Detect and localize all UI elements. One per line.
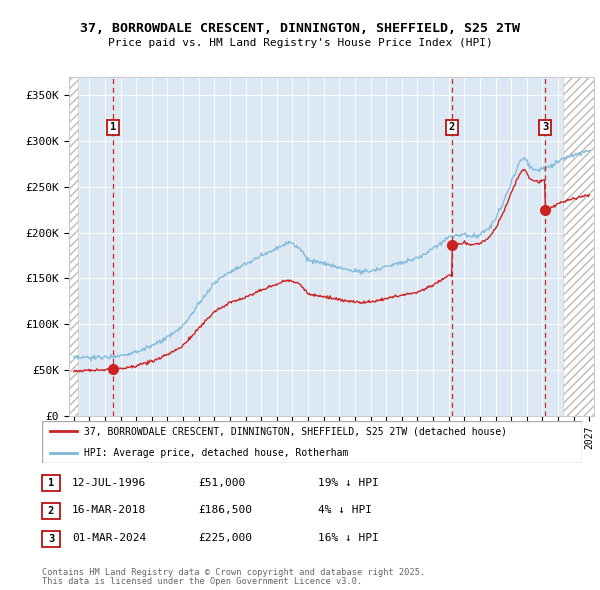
Text: 01-MAR-2024: 01-MAR-2024: [72, 533, 146, 543]
Text: 37, BORROWDALE CRESCENT, DINNINGTON, SHEFFIELD, S25 2TW (detached house): 37, BORROWDALE CRESCENT, DINNINGTON, SHE…: [84, 427, 507, 436]
Text: £225,000: £225,000: [198, 533, 252, 543]
Text: Contains HM Land Registry data © Crown copyright and database right 2025.: Contains HM Land Registry data © Crown c…: [42, 568, 425, 576]
Text: 2: 2: [48, 506, 54, 516]
FancyBboxPatch shape: [42, 476, 60, 491]
Text: 16% ↓ HPI: 16% ↓ HPI: [318, 533, 379, 543]
FancyBboxPatch shape: [42, 503, 60, 519]
Text: 4% ↓ HPI: 4% ↓ HPI: [318, 506, 372, 515]
Text: 37, BORROWDALE CRESCENT, DINNINGTON, SHEFFIELD, S25 2TW: 37, BORROWDALE CRESCENT, DINNINGTON, SHE…: [80, 22, 520, 35]
Text: Price paid vs. HM Land Registry's House Price Index (HPI): Price paid vs. HM Land Registry's House …: [107, 38, 493, 48]
Text: £51,000: £51,000: [198, 478, 245, 487]
Text: 19% ↓ HPI: 19% ↓ HPI: [318, 478, 379, 487]
FancyBboxPatch shape: [42, 531, 60, 546]
Text: HPI: Average price, detached house, Rotherham: HPI: Average price, detached house, Roth…: [84, 448, 349, 457]
FancyBboxPatch shape: [42, 421, 582, 463]
Text: 2: 2: [449, 122, 455, 132]
Text: 1: 1: [110, 122, 116, 132]
Text: 16-MAR-2018: 16-MAR-2018: [72, 506, 146, 515]
Text: 3: 3: [542, 122, 548, 132]
Text: 12-JUL-1996: 12-JUL-1996: [72, 478, 146, 487]
Text: 3: 3: [48, 534, 54, 543]
Text: 1: 1: [48, 478, 54, 488]
Text: £186,500: £186,500: [198, 506, 252, 515]
Text: This data is licensed under the Open Government Licence v3.0.: This data is licensed under the Open Gov…: [42, 577, 362, 586]
